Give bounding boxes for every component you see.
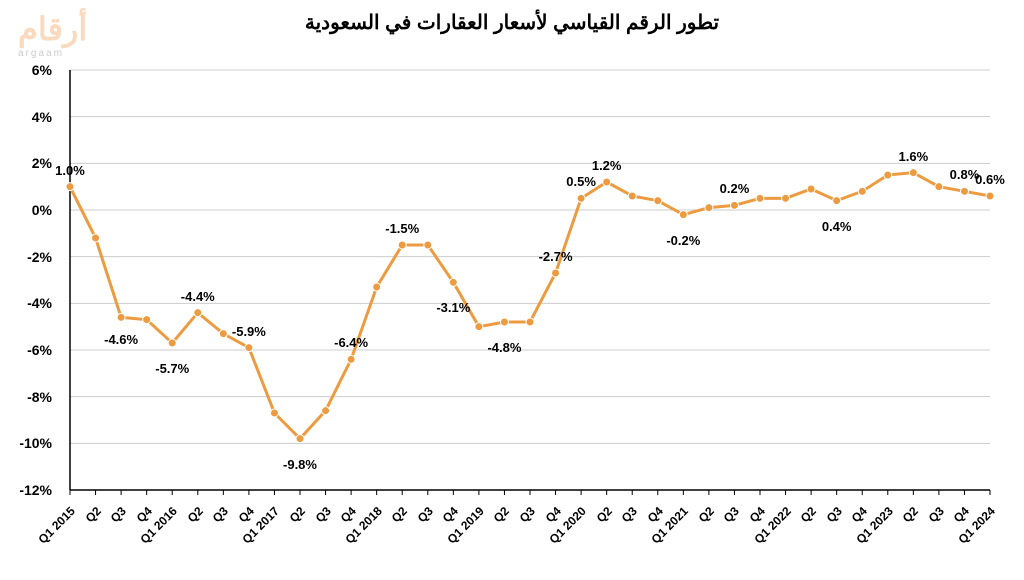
x-axis-label: Q3 [312, 504, 333, 525]
data-point-label: 0.2% [720, 181, 750, 196]
x-axis-label: Q3 [926, 504, 947, 525]
data-point-label: -5.9% [232, 324, 266, 339]
x-axis-label: Q3 [414, 504, 435, 525]
x-axis-label: Q2 [287, 504, 308, 525]
data-point-label: 0.4% [822, 219, 852, 234]
data-point-label: -9.8% [283, 457, 317, 472]
data-point-label: 0.6% [975, 172, 1005, 187]
x-axis-label: Q3 [619, 504, 640, 525]
x-axis-label: Q3 [823, 504, 844, 525]
data-point-label: -2.7% [539, 249, 573, 264]
data-point-label: 0.5% [566, 174, 596, 189]
x-axis-label: Q2 [82, 504, 103, 525]
chart-container: أرقام argaam تطور الرقم القياسي لأسعار ا… [0, 0, 1024, 580]
line-chart-svg [60, 60, 1000, 500]
x-axis-label: Q2 [593, 504, 614, 525]
y-axis-label: 0% [2, 202, 52, 218]
x-axis-label: Q2 [696, 504, 717, 525]
x-axis-label: Q2 [184, 504, 205, 525]
data-point-label: 1.6% [899, 149, 929, 164]
x-axis-label: Q1 2015 [35, 504, 77, 546]
data-point-label: 1.0% [55, 163, 85, 178]
y-axis-label: 2% [2, 155, 52, 171]
x-axis-label: Q2 [900, 504, 921, 525]
y-axis-label: 4% [2, 109, 52, 125]
data-point-label: -4.6% [104, 332, 138, 347]
y-axis-label: -12% [2, 482, 52, 498]
data-point-label: 1.2% [592, 158, 622, 173]
x-axis-label: Q2 [491, 504, 512, 525]
data-point-label: -4.8% [487, 340, 521, 355]
y-axis-label: -2% [2, 249, 52, 265]
data-point-label: -4.4% [181, 289, 215, 304]
x-axis-label: Q3 [721, 504, 742, 525]
data-point-label: -5.7% [155, 361, 189, 376]
y-axis-label: -4% [2, 295, 52, 311]
data-point-label: -3.1% [436, 300, 470, 315]
y-axis-label: -6% [2, 342, 52, 358]
x-axis-label: Q3 [108, 504, 129, 525]
x-axis-label: Q2 [798, 504, 819, 525]
y-axis-label: 6% [2, 62, 52, 78]
y-axis-label: -10% [2, 435, 52, 451]
x-axis-label: Q2 [389, 504, 410, 525]
data-point-label: -1.5% [385, 221, 419, 236]
y-axis-label: -8% [2, 389, 52, 405]
data-point-label: -0.2% [666, 233, 700, 248]
plot-area: 6%4%2%0%-2%-4%-6%-8%-10%-12%Q1 2015Q2Q3Q… [60, 60, 1000, 500]
x-axis-label: Q3 [210, 504, 231, 525]
x-axis-label: Q3 [517, 504, 538, 525]
logo-subtext: argaam [18, 48, 64, 59]
chart-title: تطور الرقم القياسي لأسعار العقارات في ال… [0, 10, 1024, 35]
data-point-label: -6.4% [334, 335, 368, 350]
